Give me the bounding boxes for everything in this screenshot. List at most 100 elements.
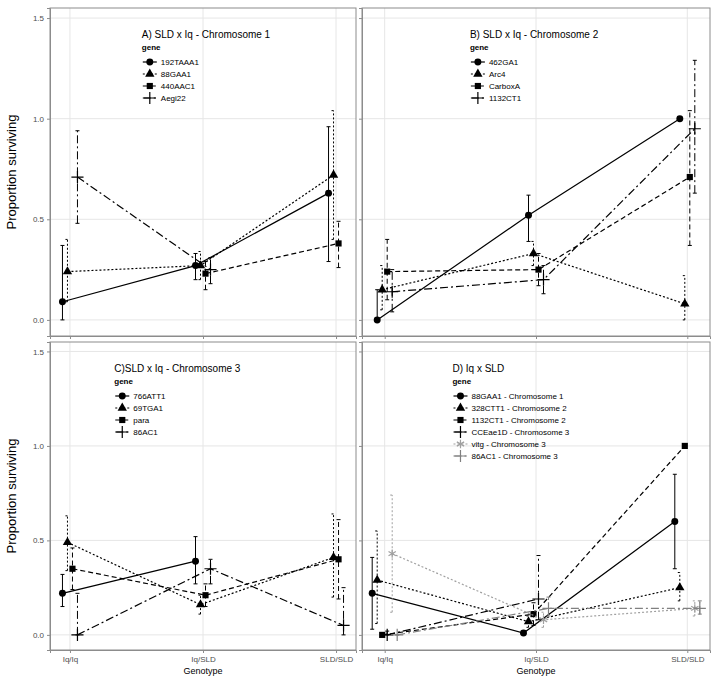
axis-line: [47, 9, 51, 337]
tick: 0.0: [33, 631, 50, 640]
plot-frame: [362, 342, 710, 650]
tick: [536, 336, 537, 339]
axis-line: [359, 343, 363, 651]
tick-label: SLD/SLD: [671, 655, 705, 664]
legend-title: gene: [452, 377, 471, 386]
plot-background: [50, 342, 356, 650]
grid-line: [203, 8, 204, 336]
error-bar: [375, 290, 379, 320]
axis-line: [47, 343, 51, 651]
error-bar: [683, 276, 687, 320]
plot-marks: [374, 60, 701, 323]
legend-entry: 440AAC1: [143, 82, 196, 91]
series: [384, 111, 693, 300]
series: [391, 597, 706, 641]
legend-symbol: [144, 92, 156, 104]
panel-title: D) Iq x SLD: [452, 363, 504, 374]
legend-label: 1132CT1: [489, 94, 522, 103]
tick-mark: [47, 219, 50, 220]
series-line: [377, 119, 680, 320]
point: [192, 558, 199, 565]
point: [680, 298, 689, 306]
legend-entry: para: [115, 416, 150, 425]
grid: [362, 8, 710, 336]
point: [520, 630, 527, 637]
legend-entry: Aegi22: [143, 92, 186, 104]
grid-line: [687, 8, 688, 336]
point: [529, 248, 538, 256]
grid: [50, 8, 356, 336]
tick-label: Iq/SLD: [524, 655, 549, 664]
point: [675, 582, 684, 590]
legend-label: para: [133, 416, 150, 425]
point: [202, 592, 208, 598]
plot-background: [362, 342, 710, 650]
y-axis: [359, 343, 363, 651]
tick-mark: [359, 219, 362, 220]
legend-symbol: [118, 403, 127, 411]
point: [535, 267, 541, 273]
legend-label: 88GAA1 - Chromosome 1: [471, 392, 564, 401]
panel-title: C)SLD x Iq - Chromosome 3: [114, 363, 241, 374]
y-axis-title: Proportion surviving: [4, 115, 19, 230]
tick: 1.0: [33, 442, 50, 451]
tick-label: 1.0: [33, 115, 45, 124]
error-bar: [75, 593, 79, 635]
point: [687, 174, 693, 180]
point: [204, 563, 216, 575]
tick-mark: [47, 119, 50, 120]
series-line: [77, 177, 210, 270]
tick-mark: [336, 650, 337, 653]
legend-symbol: [145, 69, 154, 77]
axis-line: [359, 9, 363, 337]
tick: [359, 351, 362, 352]
plot-frame: [50, 8, 356, 336]
series: [71, 559, 349, 641]
tick: 1.0: [33, 115, 50, 124]
series-line: [382, 446, 685, 635]
tick: Iq/Iq: [63, 650, 79, 664]
series: [202, 221, 341, 289]
grid: [362, 342, 710, 650]
point: [71, 171, 83, 183]
point: [384, 269, 390, 275]
y-axis: [359, 9, 363, 337]
grid-line: [336, 8, 337, 336]
series: [369, 474, 679, 636]
legend: gene88GAA1 - Chromosome 1328CTT1 - Chrom…: [452, 377, 569, 462]
axis-line: [363, 337, 711, 340]
series: [378, 241, 690, 319]
series: [63, 111, 338, 302]
axis-line: [51, 337, 357, 340]
x-axis: Iq/Iq Iq/SLD SLD/SLD: [363, 650, 711, 664]
series: [71, 131, 216, 284]
tick: SLD/SLD: [671, 650, 705, 664]
tick: [359, 635, 362, 636]
figure: 0.00.51.01.5A) SLD x Iq - Chromosome 1ge…: [0, 0, 718, 680]
legend-entry: 1132CT1 - Chromosome 2: [453, 416, 566, 425]
grid-line: [336, 342, 337, 650]
legend-entry: 88GAA1 - Chromosome 1: [453, 392, 564, 401]
legend-entry: vitg - Chromosome 3: [453, 440, 546, 449]
series-line: [67, 175, 333, 272]
point: [373, 575, 382, 583]
tick-mark: [359, 320, 362, 321]
plot-frame: [362, 8, 710, 336]
tick-mark: [70, 336, 71, 339]
point: [202, 271, 208, 277]
tick: SLD/SLD: [320, 650, 354, 664]
tick-mark: [70, 650, 71, 653]
series: [63, 514, 338, 614]
tick-label: 0.0: [33, 316, 45, 325]
tick: 0.5: [33, 536, 50, 545]
tick-label: 1.0: [33, 442, 45, 451]
point: [71, 629, 83, 641]
legend-label: 69TGA1: [133, 404, 163, 413]
tick-mark: [47, 18, 50, 19]
point: [391, 629, 403, 641]
series: [386, 60, 701, 312]
tick-label: Iq/Iq: [377, 655, 393, 664]
legend-symbol: [116, 426, 128, 438]
point: [369, 590, 376, 597]
panel: 0.00.51.01.5A) SLD x Iq - Chromosome 1ge…: [4, 8, 357, 339]
